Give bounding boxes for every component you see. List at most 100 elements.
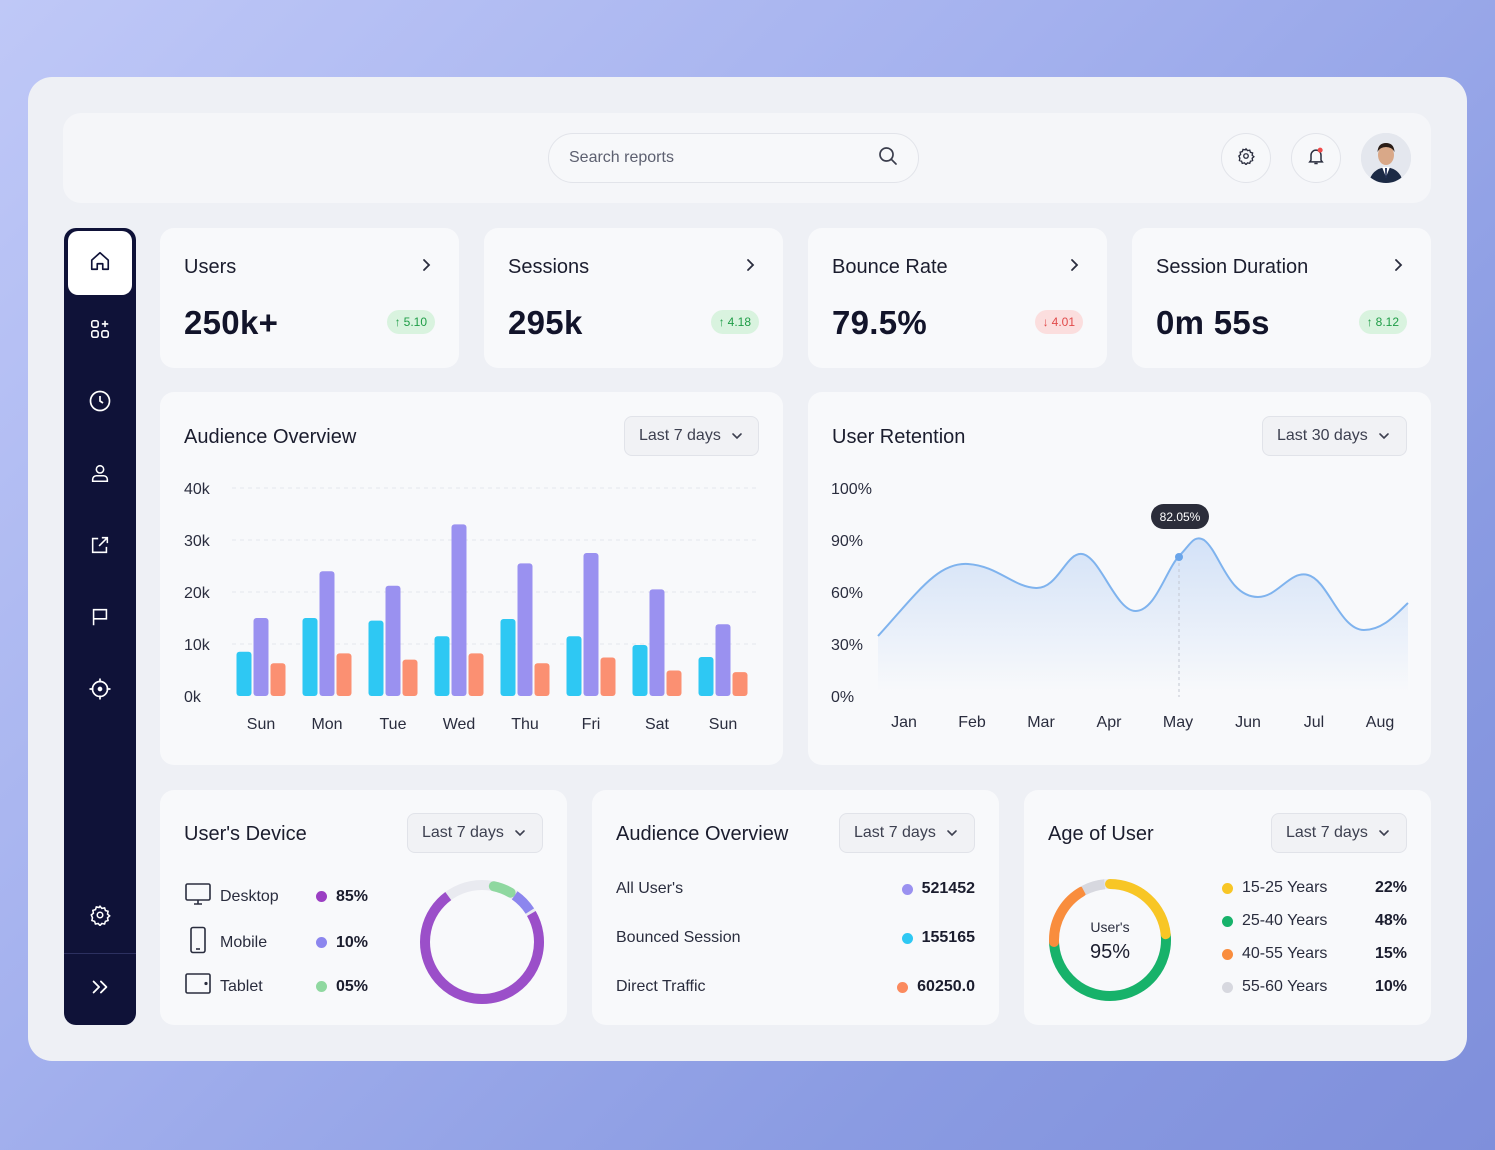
desktop-segment [420, 880, 544, 1004]
chevron-down-icon [731, 427, 743, 445]
search-icon[interactable] [878, 146, 898, 171]
user-retention-card: User Retention Last 30 days 100% 90% 60% 30… [808, 392, 1431, 765]
x-tick-label: Sun [709, 716, 737, 733]
bar [451, 524, 467, 696]
legend-dot [316, 981, 327, 992]
mobile-segment [420, 880, 544, 1004]
y-tick-label: 90% [831, 533, 863, 550]
age-legend-item: 25-40 Years 48% [1222, 912, 1407, 930]
legend-dot [316, 891, 327, 902]
legend-dot [1222, 981, 1233, 993]
x-tick-label: Jul [1304, 714, 1324, 731]
sidebar-item-reports[interactable] [64, 595, 136, 643]
card-title: User's Device [184, 823, 307, 845]
arrow-down-icon: ↓ [1042, 315, 1049, 329]
stat-title: Session Duration [1156, 256, 1309, 278]
legend-dot [1222, 948, 1233, 960]
y-tick-label: 60% [831, 585, 863, 602]
sidebar-item-apps[interactable] [64, 307, 136, 355]
phone-icon [184, 926, 212, 959]
sidebar-item-home[interactable] [68, 231, 132, 295]
bar [336, 653, 352, 696]
age-legend-item: 40-55 Years 15% [1222, 945, 1407, 963]
chevron-right-icon[interactable] [421, 258, 433, 277]
x-tick-label: Sun [247, 716, 275, 733]
bar [698, 657, 714, 696]
sidebar [64, 228, 136, 1025]
stat-value: 79.5% [832, 304, 928, 341]
y-tick-label: 0k [184, 689, 202, 706]
tablet-icon [184, 972, 212, 1001]
search-input[interactable]: Search reports [569, 149, 674, 166]
sidebar-item-settings[interactable] [64, 893, 136, 941]
bar [632, 645, 648, 696]
range-dropdown[interactable]: Last 7 days [407, 813, 543, 853]
chevron-down-icon [1378, 824, 1390, 842]
gear-icon [89, 904, 111, 931]
legend-dot [901, 932, 913, 944]
status-badge: ↑ 5.10 [386, 310, 435, 334]
range-dropdown[interactable]: Last 7 days [1271, 813, 1407, 853]
y-tick-label: 20k [184, 585, 211, 602]
y-tick-label: 30% [831, 637, 863, 654]
bar [319, 571, 335, 696]
x-tick-label: Tue [380, 716, 407, 733]
x-tick-label: Wed [443, 716, 476, 733]
device-row-mobile: Mobile 10% [184, 926, 368, 959]
stat-card-sessions[interactable]: Sessions 295k ↑ 4.18 [484, 228, 783, 368]
age-segment-15-25 [1049, 879, 1171, 1001]
arrow-up-icon: ↑ [394, 315, 401, 329]
legend-dot [1222, 915, 1233, 927]
bar [385, 585, 401, 696]
legend-dot [897, 981, 909, 993]
stat-title: Bounce Rate [832, 256, 948, 278]
tablet-segment [420, 880, 544, 1004]
retention-area [878, 538, 1408, 692]
chevron-right-icon[interactable] [1069, 258, 1081, 277]
sidebar-expand-button[interactable] [64, 965, 136, 1013]
range-dropdown[interactable]: Last 7 days [624, 416, 759, 456]
settings-button[interactable] [1221, 133, 1271, 183]
sidebar-divider [64, 953, 136, 954]
sidebar-item-export[interactable] [64, 523, 136, 571]
bar [732, 672, 748, 696]
chevron-right-icon[interactable] [745, 258, 757, 277]
gear-icon [1237, 147, 1255, 170]
clock-icon [88, 389, 112, 418]
x-tick-label: Thu [511, 716, 539, 733]
list-item: All User's 521452 [616, 880, 975, 897]
range-dropdown[interactable]: Last 30 days [1262, 416, 1407, 456]
sidebar-item-target[interactable] [64, 667, 136, 715]
chevron-right-icon[interactable] [1393, 258, 1405, 277]
sidebar-item-history[interactable] [64, 379, 136, 427]
audience-overview-card: Audience Overview Last 7 days 40k 30k 20k 1… [160, 392, 783, 765]
arrow-up-icon: ↑ [1366, 315, 1373, 329]
age-donut-chart: User's 95% [1049, 879, 1171, 1002]
search-box[interactable]: Search reports [548, 133, 919, 183]
retention-line [877, 537, 1409, 637]
stat-value: 295k [508, 304, 583, 341]
card-title: Audience Overview [184, 426, 357, 448]
device-row-desktop: Desktop 85% [184, 882, 368, 911]
stat-value: 0m 55s [1156, 304, 1270, 341]
y-tick-label: 100% [831, 481, 872, 498]
flag-icon [89, 606, 111, 633]
x-tick-label: Jan [891, 714, 917, 731]
stat-card-users[interactable]: Users 250k+ ↑ 5.10 [160, 228, 459, 368]
legend-dot [901, 883, 913, 895]
bar [253, 618, 269, 696]
notifications-button[interactable] [1291, 133, 1341, 183]
stat-title: Sessions [508, 256, 590, 278]
x-tick-label: Fri [582, 716, 601, 733]
tooltip-text: 82.05% [1160, 510, 1201, 524]
x-tick-label: Mar [1027, 714, 1055, 731]
chevron-down-icon [1378, 427, 1390, 445]
sidebar-item-users[interactable] [64, 451, 136, 499]
avatar[interactable] [1361, 133, 1411, 183]
legend-dot [1222, 882, 1233, 894]
crosshair-icon [88, 677, 112, 706]
bar [368, 620, 384, 696]
stat-card-session-duration[interactable]: Session Duration 0m 55s ↑ 8.12 [1132, 228, 1431, 368]
stat-card-bounce-rate[interactable]: Bounce Rate 79.5% ↓ 4.01 [808, 228, 1107, 368]
range-dropdown[interactable]: Last 7 days [839, 813, 975, 853]
